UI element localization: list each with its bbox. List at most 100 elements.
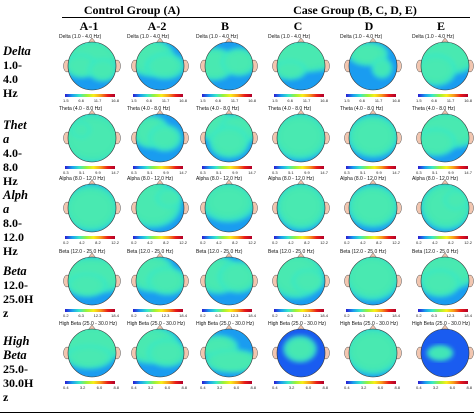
- colorbar-ticks: 1.5 6.6 11.7 16.8: [344, 98, 400, 103]
- colorbar-tick: 3.2: [432, 385, 439, 390]
- head-outline: [420, 256, 470, 306]
- colorbar-tick: 0.4: [344, 385, 350, 390]
- colorbar-tick: 12.3: [374, 313, 383, 318]
- colorbar: [346, 309, 396, 312]
- row-name: Beta: [3, 348, 27, 362]
- topomap-head: [272, 252, 330, 306]
- head-outline: [204, 183, 254, 233]
- colorbar-tick: 18.4: [464, 313, 472, 318]
- colorbar-tick: 4.2: [216, 240, 222, 245]
- colorbar-tick: 6.6: [287, 98, 293, 103]
- colorbar-tick: 16.8: [392, 98, 400, 103]
- topomap-head: [416, 37, 474, 91]
- topomap-cell: Alpha (8.0 - 12.0 Hz) 0.2 4.2 8.2 12.2: [194, 176, 264, 246]
- colorbar-ticks: 1.5 6.6 11.7 16.8: [416, 98, 472, 103]
- colorbar-tick: 12.3: [230, 313, 239, 318]
- colorbar-ticks: 0.4 3.2 6.0 8.8: [344, 385, 400, 390]
- band-title: Beta (12.0 - 25.0 Hz): [59, 249, 106, 255]
- band-title: Alpha (8.0 - 12.0 Hz): [127, 176, 174, 182]
- head-outline: [135, 41, 185, 91]
- colorbar-ticks: 1.5 6.6 11.7 16.8: [63, 98, 119, 103]
- head-outline: [135, 328, 185, 378]
- colorbar-tick: 0.2: [344, 313, 350, 318]
- band-title: Beta (12.0 - 25.0 Hz): [340, 249, 387, 255]
- topomap-head: [272, 324, 330, 378]
- colorbar-tick: 3.2: [216, 385, 223, 390]
- topomap-cell: Delta (1.0 - 4.0 Hz) 1.5 6.6 11.7 16.8: [194, 34, 264, 104]
- control-group-rule: [62, 17, 202, 18]
- head-outline: [204, 41, 254, 91]
- head-outline: [348, 256, 398, 306]
- row-label-beta: Beta 12.0- 25.0H z: [3, 264, 53, 320]
- colorbar-tick: 6.3: [215, 313, 221, 318]
- topomap-cell: Theta (4.0 - 8.0 Hz) 0.3 5.1 9.9 14.7: [125, 106, 195, 176]
- head-outline: [276, 183, 326, 233]
- activity-contour: [421, 127, 457, 157]
- row-range: 25.0-: [3, 362, 28, 376]
- colorbar: [65, 236, 115, 239]
- colorbar: [133, 309, 183, 312]
- row-range: z: [3, 390, 9, 404]
- head-outline: [420, 328, 470, 378]
- band-title: Theta (4.0 - 8.0 Hz): [412, 106, 456, 112]
- topomap-head: [416, 252, 474, 306]
- band-title: Theta (4.0 - 8.0 Hz): [340, 106, 384, 112]
- colorbar-tick: 9.9: [448, 170, 454, 175]
- topomap-cell: Theta (4.0 - 8.0 Hz) 0.3 5.1 9.9 14.7: [338, 106, 408, 176]
- colorbar-tick: 9.9: [376, 170, 382, 175]
- topomap-head: [200, 252, 258, 306]
- colorbar: [418, 166, 468, 169]
- colorbar-tick: 6.3: [146, 313, 152, 318]
- colorbar-tick: 8.2: [232, 240, 238, 245]
- activity-contour: [68, 344, 114, 370]
- topomap-cell: Beta (12.0 - 25.0 Hz) 0.2 6.3 12.3 18.4: [410, 249, 474, 319]
- topomap-head: [131, 324, 189, 378]
- activity-contour: [349, 257, 397, 301]
- topomap-cell: Alpha (8.0 - 12.0 Hz) 0.2 4.2 8.2 12.2: [57, 176, 127, 246]
- colorbar-tick: 8.8: [113, 385, 119, 390]
- colorbar-ticks: 0.4 3.2 6.0 8.8: [416, 385, 472, 390]
- row-name: Thet: [3, 118, 27, 132]
- topomap-head: [344, 109, 402, 163]
- colorbar-tick: 8.8: [181, 385, 187, 390]
- topomap-head: [416, 109, 474, 163]
- topomap-head: [63, 252, 121, 306]
- activity-contour: [371, 57, 393, 79]
- colorbar-tick: 12.2: [179, 240, 187, 245]
- activity-contour: [146, 338, 184, 368]
- activity-contour: [68, 184, 116, 232]
- row-range: 8.0-: [3, 216, 22, 230]
- topomap-cell: High Beta (25.0 - 30.0 Hz) 0.4 3.2 6.0 8.8: [266, 321, 336, 391]
- topomap-head: [63, 179, 121, 233]
- colorbar-tick: 14.7: [248, 170, 256, 175]
- colorbar: [65, 166, 115, 169]
- colorbar-tick: 12.3: [161, 313, 170, 318]
- topomap-cell: Alpha (8.0 - 12.0 Hz) 0.2 4.2 8.2 12.2: [266, 176, 336, 246]
- topomap-head: [416, 324, 474, 378]
- topomap-cell: Delta (1.0 - 4.0 Hz) 1.5 6.6 11.7 16.8: [266, 34, 336, 104]
- colorbar-tick: 0.4: [63, 385, 69, 390]
- colorbar: [202, 309, 252, 312]
- colorbar-tick: 4.2: [147, 240, 153, 245]
- case-group-header: Case Group (B, C, D, E): [293, 3, 417, 17]
- colorbar-ticks: 0.3 5.1 9.9 14.7: [344, 170, 400, 175]
- colorbar: [274, 236, 324, 239]
- head-outline: [276, 256, 326, 306]
- colorbar-tick: 6.6: [431, 98, 437, 103]
- colorbar-tick: 1.5: [200, 98, 206, 103]
- head-outline: [135, 183, 185, 233]
- head-outline: [67, 183, 117, 233]
- colorbar: [202, 236, 252, 239]
- colorbar-tick: 6.0: [305, 385, 312, 390]
- activity-contour: [144, 52, 184, 80]
- head-outline: [348, 113, 398, 163]
- colorbar-tick: 18.4: [179, 313, 187, 318]
- topomap-cell: Delta (1.0 - 4.0 Hz) 1.5 6.6 11.7 16.8: [125, 34, 195, 104]
- head-outline: [135, 113, 185, 163]
- colorbar: [65, 381, 115, 384]
- band-title: High Beta (25.0 - 30.0 Hz): [59, 321, 118, 327]
- column-header-b: B: [220, 19, 229, 33]
- colorbar-tick: 5.1: [432, 170, 438, 175]
- band-title: Theta (4.0 - 8.0 Hz): [59, 106, 103, 112]
- colorbar-tick: 14.7: [320, 170, 328, 175]
